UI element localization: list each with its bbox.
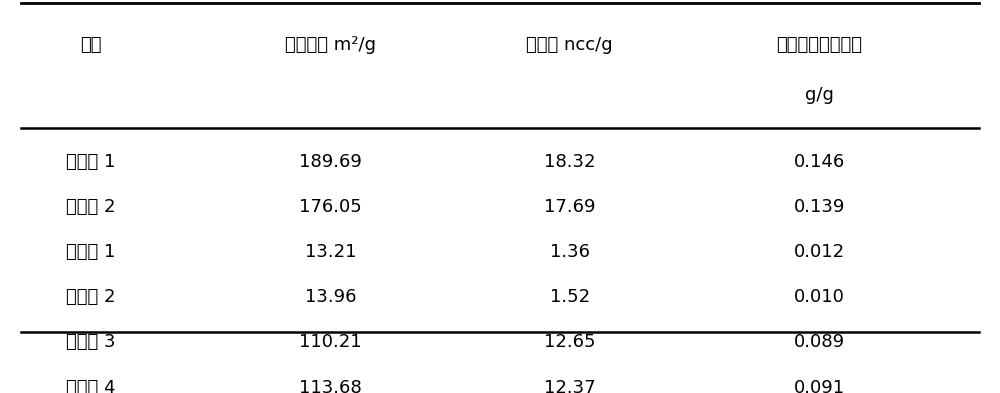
Text: 实施例 1: 实施例 1 [66, 153, 116, 171]
Text: 12.65: 12.65 [544, 333, 596, 351]
Text: 1.52: 1.52 [550, 288, 590, 306]
Text: 1.36: 1.36 [550, 243, 590, 261]
Text: 对比例 1: 对比例 1 [66, 243, 116, 261]
Text: 二氧化碳吸附能力: 二氧化碳吸附能力 [776, 36, 862, 54]
Text: 189.69: 189.69 [299, 153, 362, 171]
Text: 18.32: 18.32 [544, 153, 596, 171]
Text: 176.05: 176.05 [299, 198, 362, 216]
Text: 12.37: 12.37 [544, 378, 596, 393]
Text: 对比例 2: 对比例 2 [66, 288, 116, 306]
Text: 对比例 3: 对比例 3 [66, 333, 116, 351]
Text: 比表面积 m²/g: 比表面积 m²/g [285, 36, 376, 54]
Text: 对比例 4: 对比例 4 [66, 378, 116, 393]
Text: 13.96: 13.96 [305, 288, 356, 306]
Text: 样品: 样品 [80, 36, 102, 54]
Text: 0.010: 0.010 [794, 288, 845, 306]
Text: 0.089: 0.089 [794, 333, 845, 351]
Text: 实施例 2: 实施例 2 [66, 198, 116, 216]
Text: 110.21: 110.21 [299, 333, 362, 351]
Text: 0.146: 0.146 [793, 153, 845, 171]
Text: 0.139: 0.139 [793, 198, 845, 216]
Text: 113.68: 113.68 [299, 378, 362, 393]
Text: 0.012: 0.012 [794, 243, 845, 261]
Text: 孔容积 ncc/g: 孔容积 ncc/g [526, 36, 613, 54]
Text: 0.091: 0.091 [794, 378, 845, 393]
Text: 17.69: 17.69 [544, 198, 596, 216]
Text: 13.21: 13.21 [305, 243, 356, 261]
Text: g/g: g/g [805, 86, 834, 104]
